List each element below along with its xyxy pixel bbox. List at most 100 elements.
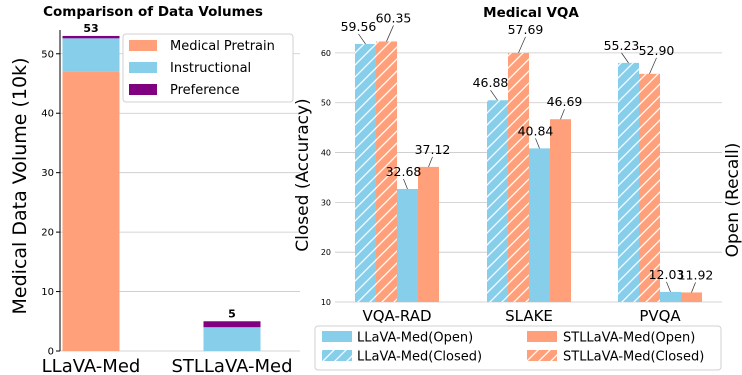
bar-llava-med-open-pvqa: [660, 291, 681, 302]
legend-label: Medical Pretrain: [170, 39, 275, 54]
data-label-leader: [518, 36, 526, 54]
bar-preference-stllava-med: [203, 321, 261, 328]
bar-instructional-llava-med: [62, 38, 120, 72]
vqa-chart-title: Medical VQA: [483, 5, 579, 21]
data-label-leader: [490, 90, 498, 101]
bar-fill: [681, 292, 702, 302]
x-tick-label: SLAKE: [505, 307, 553, 325]
bar-medical-pretrain-llava-med: [62, 71, 120, 351]
vqa-chart-y-axis-label: Closed (Accuracy): [293, 98, 313, 251]
legend-label: LLaVA-Med(Open): [357, 331, 473, 346]
bar-llava-med-closed-pvqa: [618, 62, 639, 302]
legend-label: STLLaVA-Med(Open): [563, 331, 695, 346]
y-tick-label: 30: [41, 168, 54, 179]
data-label-leader: [428, 156, 433, 168]
legend-box: [314, 325, 722, 371]
data-label: 32.68: [386, 164, 422, 179]
vqa-chart-bars: [355, 41, 702, 303]
legend-swatch-preference: [129, 84, 157, 95]
bar-stllava-med-open-pvqa: [681, 292, 702, 302]
legend-label: LLaVA-Med(Closed): [357, 350, 482, 365]
y-tick-label: 40: [41, 109, 54, 120]
bar-preference-llava-med: [62, 35, 120, 39]
total-label: 5: [228, 307, 236, 320]
legend-swatch-medical-pretrain: [129, 40, 157, 51]
volume-chart: Comparison of Data Volumes 0 10 20 30 40 50 L…: [9, 4, 300, 375]
bar-stllava-med-closed-slake: [508, 52, 529, 303]
data-label-leader: [403, 178, 408, 190]
y-tick-label: 40: [321, 149, 331, 158]
data-label-leader: [691, 282, 696, 293]
data-label-leader: [621, 52, 629, 64]
bar-stllava-med-open-vqa-rad: [418, 166, 439, 302]
y-tick-label: 20: [321, 248, 331, 257]
volume-chart-total-labels: 53 5: [83, 22, 235, 320]
x-tick-label: LLaVA-Med: [42, 356, 141, 375]
data-label: 59.56: [341, 19, 377, 34]
bar-llava-med-closed-vqa-rad: [355, 43, 376, 302]
volume-chart-y-axis-label: Medical Data Volume (10k): [9, 58, 31, 315]
bar-stllava-med-closed-pvqa: [639, 73, 660, 302]
legend-swatch-hatch: [322, 350, 352, 361]
volume-chart-title: Comparison of Data Volumes: [43, 4, 263, 20]
data-label: 46.69: [547, 94, 583, 109]
legend-label: Preference: [170, 83, 240, 98]
volume-chart-y-ticks: 0 10 20 30 40 50: [41, 49, 60, 358]
legend-swatch-llava-med-open: [322, 331, 352, 342]
data-label: 12.03: [649, 267, 685, 282]
bar-instructional-stllava-med: [203, 327, 261, 351]
bar-stllava-med-open-slake: [550, 119, 571, 302]
x-tick-label: STLLaVA-Med: [171, 356, 292, 375]
y-tick-label: 60: [321, 49, 331, 58]
y-tick-label: 0: [48, 347, 54, 358]
data-label-leader: [649, 57, 657, 74]
x-tick-label: PVQA: [639, 307, 681, 325]
bar-llava-med-open-slake: [529, 148, 550, 302]
bar-fill: [550, 119, 571, 302]
vqa-chart: Medical VQA 10 20 30 40 50 60 VQA-RAD SLAKE PVQ…: [293, 5, 742, 371]
y-tick-label: 20: [41, 228, 54, 239]
legend-swatch-instructional: [129, 62, 157, 73]
y-tick-label: 50: [41, 49, 54, 60]
bar-hatch: [618, 62, 639, 302]
legend-swatch-hatch: [527, 350, 557, 361]
bar-fill: [660, 291, 681, 302]
bar-fill: [418, 166, 439, 302]
vqa-chart-x-ticks: VQA-RAD SLAKE PVQA: [362, 307, 681, 325]
data-label: 37.12: [415, 142, 451, 157]
data-label: 11.92: [678, 267, 714, 282]
bar-fill: [529, 148, 550, 302]
data-label: 46.88: [473, 75, 509, 90]
data-label-leader: [560, 109, 565, 120]
bar-hatch: [376, 41, 397, 303]
y-tick-label: 50: [321, 99, 331, 108]
data-label: 60.35: [376, 10, 412, 25]
bar-stllava-med-closed-vqa-rad: [376, 41, 397, 303]
data-label-leader: [358, 33, 366, 45]
bar-hatch: [487, 100, 508, 303]
volume-chart-legend: Medical Pretrain Instructional Preference: [122, 33, 294, 103]
volume-chart-bars: [62, 35, 261, 351]
data-label-leader: [666, 281, 671, 293]
y-tick-label: 10: [41, 287, 54, 298]
vqa-chart-legend: LLaVA-Med(Open) LLaVA-Med(Closed) STLLaVA-…: [314, 325, 722, 371]
volume-chart-x-ticks: LLaVA-Med STLLaVA-Med: [42, 356, 293, 375]
legend-label: Instructional: [170, 61, 251, 76]
legend-label: STLLaVA-Med(Closed): [563, 350, 704, 365]
vqa-chart-right-axis-label: Open (Recall): [723, 143, 742, 258]
data-label: 55.23: [604, 38, 640, 53]
vqa-chart-y-ticks: 10 20 30 40 50 60: [321, 49, 331, 307]
bar-llava-med-closed-slake: [487, 100, 508, 303]
total-label: 53: [83, 22, 98, 35]
data-label: 57.69: [508, 22, 544, 37]
bar-hatch: [508, 52, 529, 303]
bar-hatch: [355, 43, 376, 302]
y-tick-label: 10: [321, 298, 331, 307]
bar-hatch: [639, 73, 660, 302]
data-label-leader: [535, 138, 540, 149]
data-label: 40.84: [518, 123, 554, 138]
legend-swatch-stllava-med-open: [527, 331, 557, 342]
legend-box: [122, 33, 294, 103]
